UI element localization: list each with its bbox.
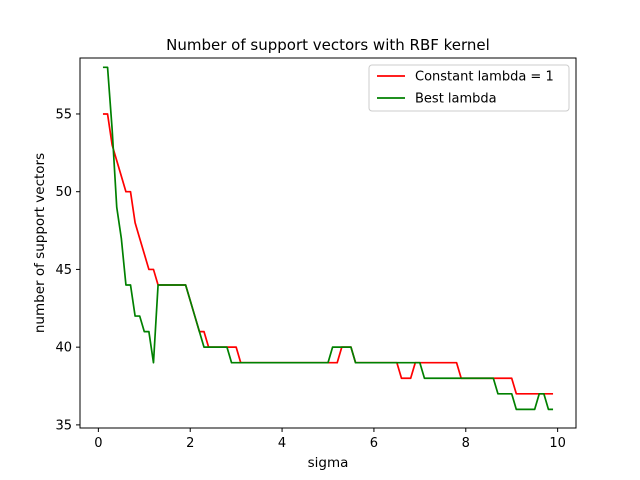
y-tick-label: 55 (55, 107, 72, 122)
x-tick-label: 8 (462, 436, 470, 451)
y-tick-label: 40 (55, 341, 72, 356)
x-tick-label: 0 (94, 436, 102, 451)
y-axis-label: number of support vectors (32, 153, 48, 333)
x-tick-label: 6 (370, 436, 378, 451)
y-tick-label: 45 (55, 263, 72, 278)
legend-label-best-lambda: Best lambda (415, 92, 497, 107)
series-line-best-lambda (102, 66, 554, 411)
plot-area (79, 57, 577, 429)
plot-frame (79, 57, 577, 429)
x-tick-label: 4 (278, 436, 286, 451)
series-layer (102, 66, 554, 411)
chart-title: Number of support vectors with RBF kerne… (166, 36, 490, 54)
x-axis-label: sigma (308, 455, 349, 471)
y-tick-label: 35 (55, 418, 72, 433)
legend-label-constant-lambda: Constant lambda = 1 (415, 70, 554, 85)
legend-box (368, 64, 570, 112)
x-axis-ticks: 0 2 4 6 8 10 (94, 428, 566, 451)
x-tick-label: 2 (186, 436, 194, 451)
y-tick-label: 50 (55, 185, 72, 200)
legend: Constant lambda = 1 Best lambda (368, 64, 570, 112)
y-axis-ticks: 35 40 45 50 55 (55, 107, 80, 433)
x-tick-label: 10 (549, 436, 566, 451)
